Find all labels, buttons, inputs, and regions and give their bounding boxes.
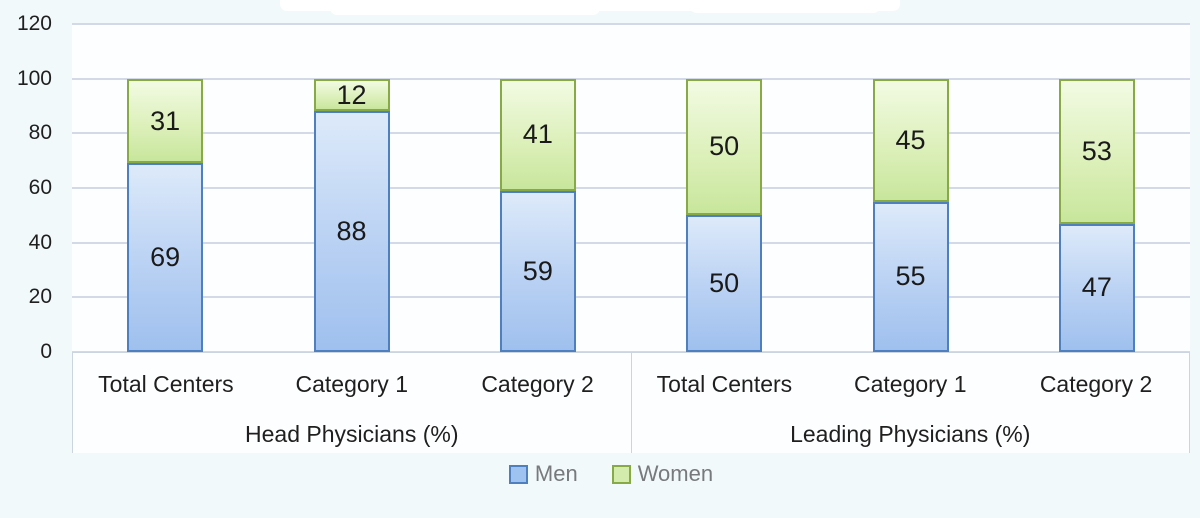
data-label: 50 <box>709 131 740 162</box>
legend: Men Women <box>0 461 1200 487</box>
bar-segment-women: 50 <box>686 78 763 216</box>
category-row: Total Centers Category 1 Category 2 <box>73 353 631 415</box>
legend-item-men: Men <box>508 461 578 487</box>
y-axis-tick-label: 60 <box>28 176 52 199</box>
legend-label: Men <box>534 461 578 486</box>
bar-segment-men: 55 <box>872 201 949 352</box>
legend-item-women: Women <box>611 461 714 487</box>
data-label: 88 <box>336 216 367 247</box>
axis-group-leading-physicians: Total Centers Category 1 Category 2 Lead… <box>632 353 1190 453</box>
bar-segment-men: 47 <box>1058 223 1135 352</box>
gridline <box>72 187 1190 189</box>
data-label: 12 <box>336 79 367 110</box>
y-axis-tick-label: 40 <box>28 230 52 254</box>
data-label: 47 <box>1081 272 1112 303</box>
women-swatch-icon <box>611 464 631 484</box>
stacked-bar: 50 50 <box>686 78 763 352</box>
bar-segment-men: 59 <box>499 190 576 352</box>
category-label: Category 1 <box>853 370 967 397</box>
bar-segment-men: 50 <box>686 215 763 352</box>
category-axis-band: Total Centers Category 1 Category 2 Head… <box>72 352 1190 453</box>
redacted-title-blob <box>690 0 880 13</box>
y-axis-tick-label: 80 <box>28 121 52 145</box>
category-label: Category 1 <box>295 370 408 397</box>
y-axis-tick-label: 0 <box>40 340 52 363</box>
stacked-bar: 41 59 <box>499 78 576 352</box>
bar-segment-men: 69 <box>127 163 204 352</box>
stacked-bar: 31 69 <box>127 78 204 352</box>
group-label: Head Physicians (%) <box>245 420 459 447</box>
data-label: 59 <box>522 255 553 286</box>
category-label: Total Centers <box>656 370 793 397</box>
data-label: 45 <box>895 124 926 155</box>
data-label: 31 <box>150 105 181 136</box>
category-row: Total Centers Category 1 Category 2 <box>632 353 1190 415</box>
bar-segment-women: 53 <box>1058 78 1135 224</box>
category-label: Category 2 <box>481 370 594 397</box>
legend-label: Women <box>637 461 714 486</box>
y-axis-tick-label: 120 <box>16 12 52 35</box>
bar-segment-women: 12 <box>313 78 390 112</box>
bar-segment-women: 45 <box>872 78 949 202</box>
category-label: Total Centers <box>98 370 234 397</box>
gridline <box>72 296 1190 299</box>
data-label: 50 <box>709 268 740 299</box>
men-swatch-icon <box>508 464 528 484</box>
gridline <box>72 77 1190 80</box>
data-label: 69 <box>150 242 181 273</box>
bar-segment-men: 88 <box>313 111 390 352</box>
gridline <box>72 132 1190 135</box>
stacked-bar: 45 55 <box>872 78 949 352</box>
data-label: 41 <box>522 119 553 150</box>
stacked-bar: 12 88 <box>313 78 390 352</box>
data-label: 55 <box>895 261 926 292</box>
gridline <box>72 241 1190 244</box>
data-label: 53 <box>1081 135 1112 166</box>
y-axis-tick-label: 20 <box>28 285 52 309</box>
group-label: Leading Physicians (%) <box>790 420 1031 447</box>
y-axis-tick-label: 100 <box>16 66 52 90</box>
axis-group-head-physicians: Total Centers Category 1 Category 2 Head… <box>73 353 632 453</box>
category-label: Category 2 <box>1039 370 1153 397</box>
bar-segment-women: 41 <box>499 78 576 191</box>
gridline <box>72 23 1190 25</box>
stacked-bar: 53 47 <box>1058 78 1135 352</box>
bar-segment-women: 31 <box>127 78 204 164</box>
redacted-title-blob <box>330 0 600 15</box>
